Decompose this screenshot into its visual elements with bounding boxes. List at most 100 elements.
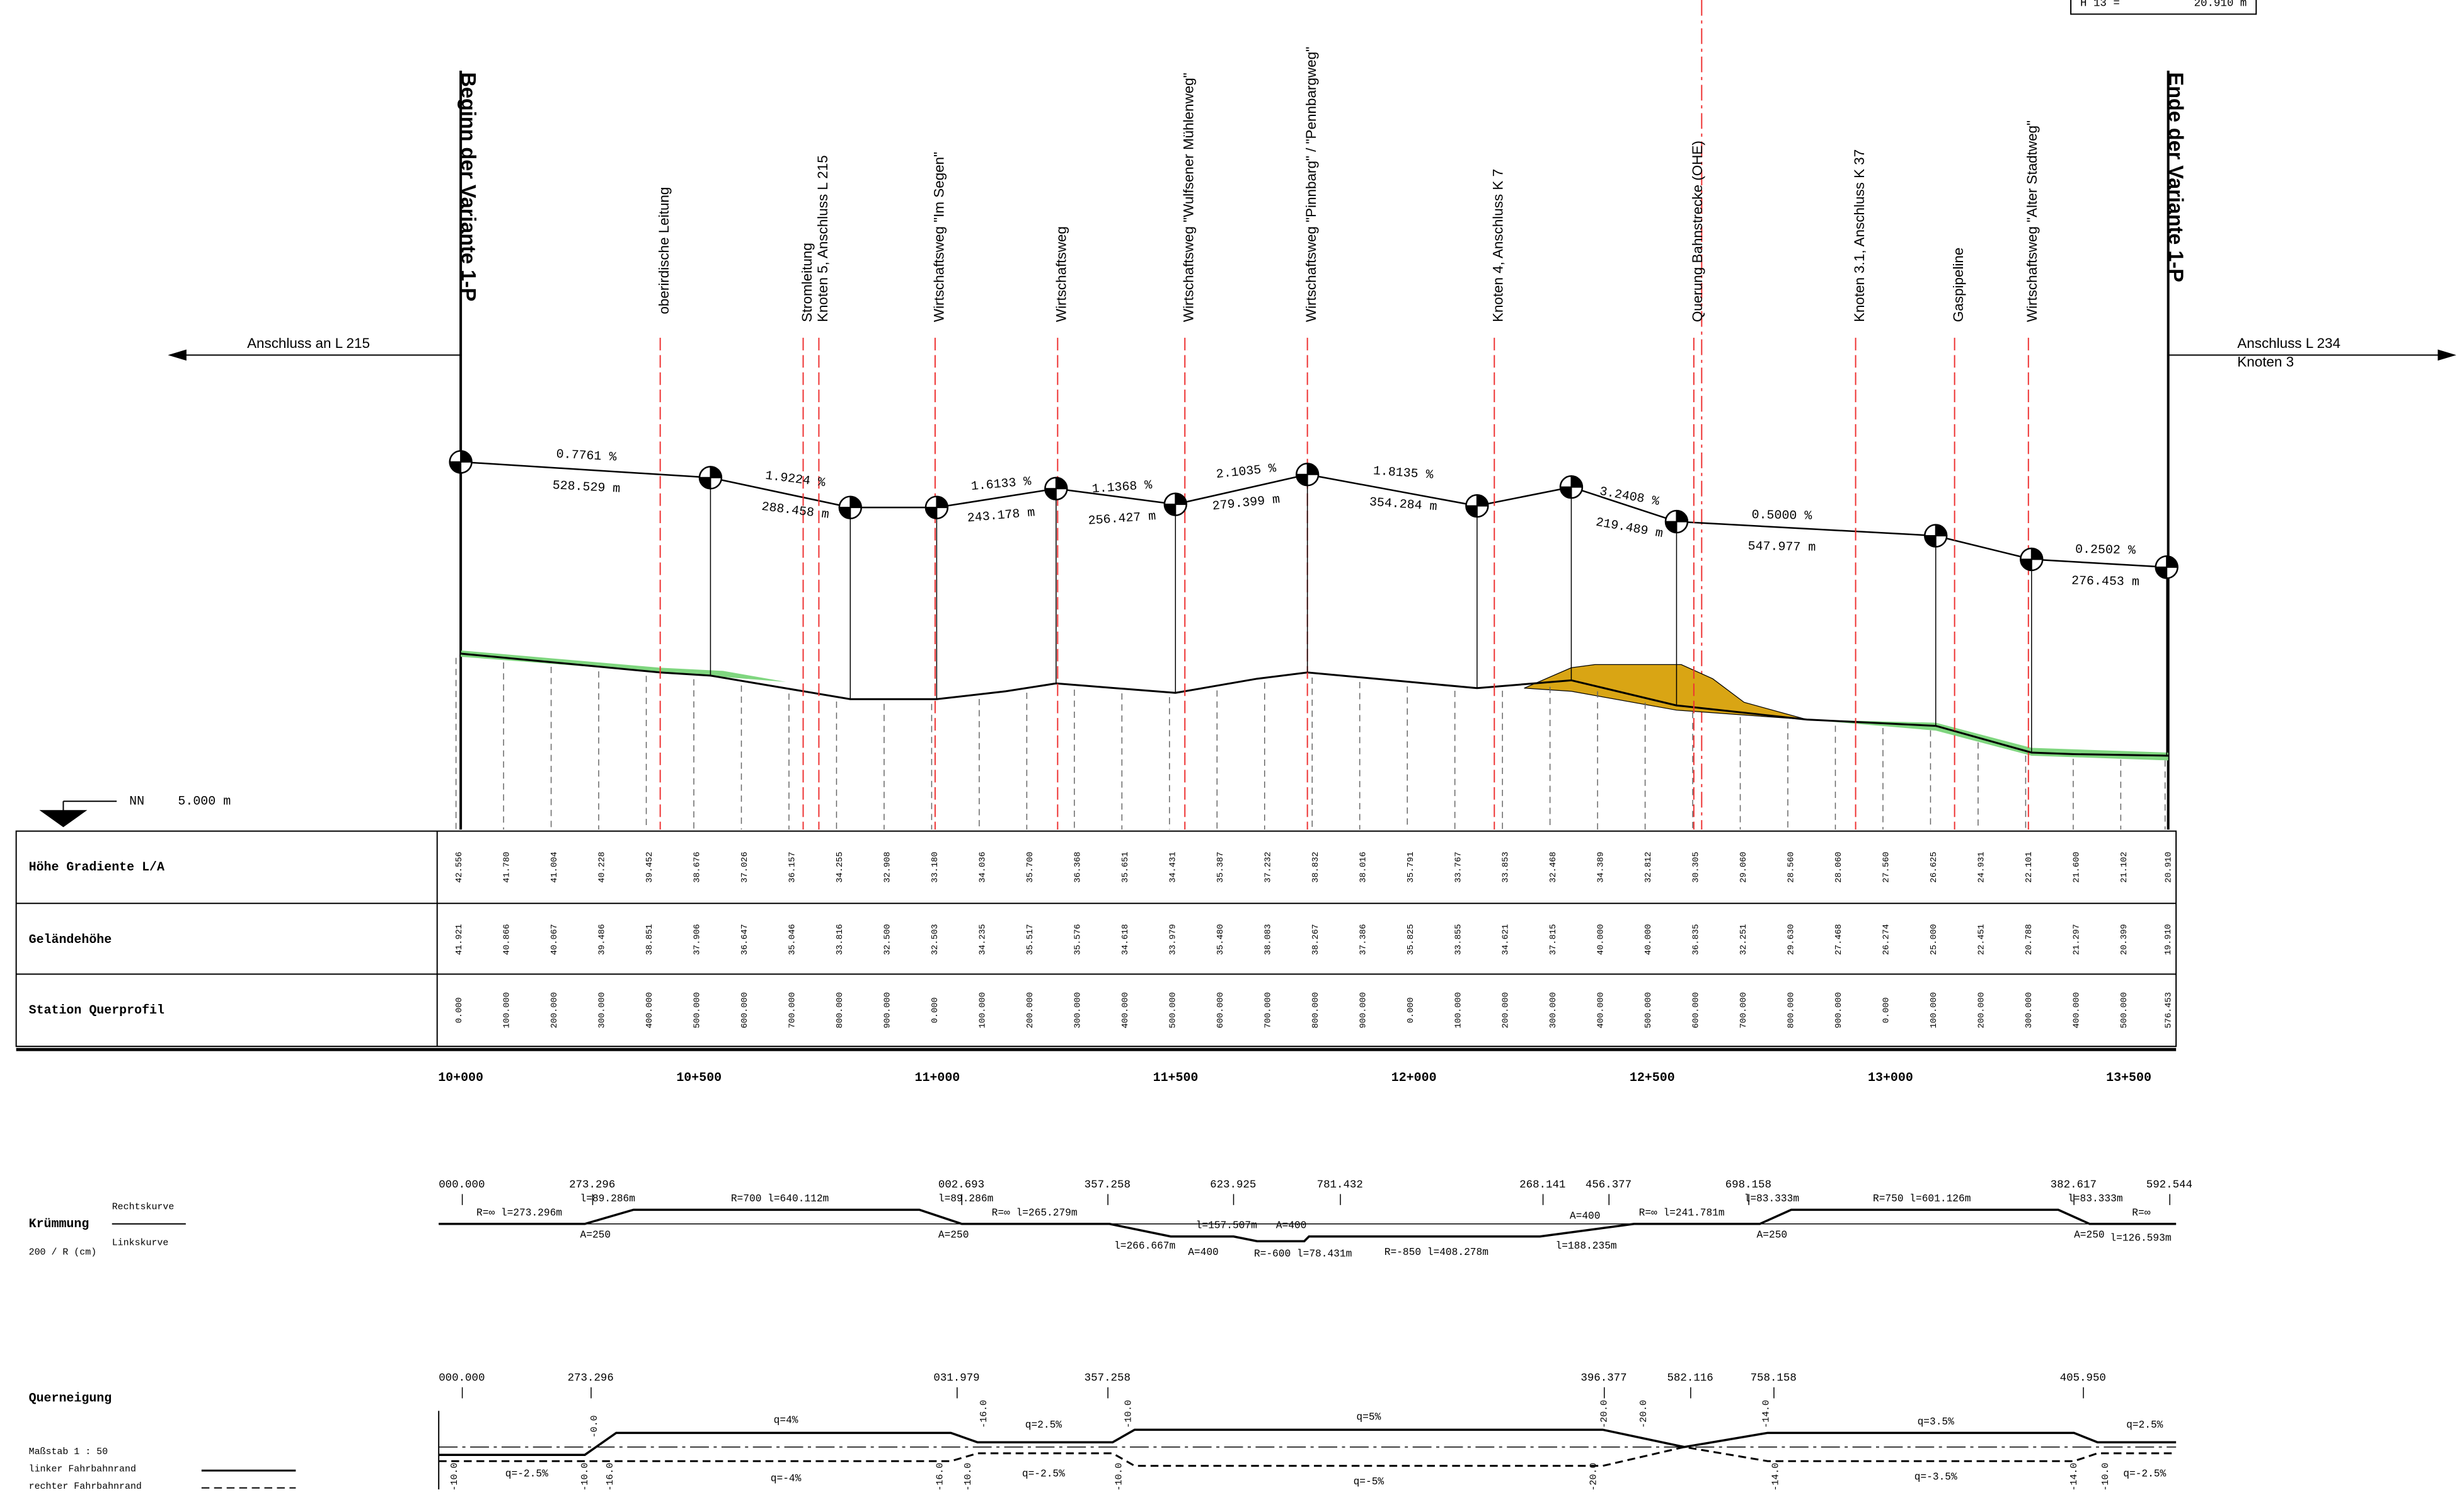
landmark-label: Wirtschaftsweg "Pinnbarg" / "Pennbargweg… bbox=[1303, 47, 1319, 322]
element-label: R=∞ l=265.279m bbox=[992, 1208, 1078, 1219]
element-label: A=400 bbox=[1276, 1220, 1307, 1232]
gradient-length: 256.427 m bbox=[1088, 509, 1156, 528]
info-label: H 13 = bbox=[2080, 0, 2120, 10]
cell-value: 0.000 bbox=[1882, 997, 1892, 1023]
edge-value: -14.0 bbox=[1761, 1400, 1771, 1428]
cell-value: 20.788 bbox=[2025, 924, 2034, 955]
chainage-label: 12+000 bbox=[1391, 1070, 1437, 1085]
station-label: 781.432 bbox=[1317, 1179, 1363, 1191]
pvi-fill bbox=[1559, 475, 1583, 499]
cell-value: 500.000 bbox=[1168, 992, 1178, 1029]
chainage-label: 13+000 bbox=[1868, 1070, 1913, 1085]
cell-value: 200.000 bbox=[550, 992, 560, 1029]
gradient-slope: 0.2502 % bbox=[2075, 542, 2136, 558]
cell-value: 27.468 bbox=[1834, 924, 1844, 955]
cell-value: 700.000 bbox=[788, 992, 798, 1029]
gradient-length: 547.977 m bbox=[1747, 539, 1816, 555]
slope-label: q=3.5% bbox=[1918, 1416, 1955, 1428]
cell-value: 100.000 bbox=[978, 992, 987, 1029]
gradient-slope: 3.2408 % bbox=[1599, 484, 1661, 509]
station-label: 268.141 bbox=[1519, 1179, 1565, 1191]
cell-value: 38.851 bbox=[645, 924, 655, 955]
cell-value: 41.780 bbox=[503, 852, 512, 882]
landmark-label: Gaspipeline bbox=[1950, 248, 1966, 322]
edge-value: -20.0 bbox=[1639, 1400, 1649, 1428]
cell-value: 100.000 bbox=[503, 992, 512, 1029]
cell-value: 35.791 bbox=[1407, 852, 1416, 882]
cell-value: 33.767 bbox=[1454, 852, 1463, 882]
cell-value: 35.651 bbox=[1121, 852, 1131, 882]
cell-value: 40.866 bbox=[503, 924, 512, 955]
cell-value: 28.060 bbox=[1834, 852, 1844, 882]
element-label: l=83.333m bbox=[1744, 1193, 1799, 1204]
station-label: 031.979 bbox=[933, 1372, 979, 1385]
cell-value: 32.500 bbox=[884, 924, 893, 955]
gradient-length: 288.458 m bbox=[761, 499, 830, 522]
cell-value: 35.576 bbox=[1073, 924, 1083, 955]
element-label: l=83.333m bbox=[2068, 1193, 2122, 1204]
gradient-length: 243.178 m bbox=[967, 505, 1035, 525]
element-label: A=250 bbox=[1757, 1230, 1788, 1241]
station-label: 273.296 bbox=[569, 1179, 615, 1191]
cell-value: 600.000 bbox=[740, 992, 750, 1029]
pvi-fill bbox=[449, 450, 473, 474]
edge-value: -20.0 bbox=[1600, 1400, 1610, 1428]
landmark-label: Knoten 3.1, Anschluss K 37 bbox=[1851, 149, 1867, 322]
element-label: R=∞ bbox=[2132, 1208, 2150, 1219]
cell-value: 500.000 bbox=[1644, 992, 1654, 1028]
gradient-slope: 1.6133 % bbox=[970, 474, 1032, 494]
cell-value: 400.000 bbox=[1121, 992, 1131, 1029]
pvi-fill bbox=[1664, 510, 1688, 534]
slope-label: q=2.5% bbox=[2126, 1419, 2163, 1431]
landmark-label: Wirtschaftsweg "Alter Stadtweg" bbox=[2024, 120, 2040, 322]
station-label: 357.258 bbox=[1085, 1179, 1131, 1191]
cell-value: 41.921 bbox=[455, 924, 464, 955]
landmark-label: Knoten 4, Anschluss K 7 bbox=[1490, 169, 1506, 322]
slope-label: q=-3.5% bbox=[1914, 1471, 1957, 1482]
cell-value: 33.979 bbox=[1168, 924, 1178, 955]
cell-value: 33.853 bbox=[1502, 852, 1511, 882]
edge-value: -10.0 bbox=[580, 1463, 590, 1491]
chainage-label: 10+500 bbox=[676, 1070, 722, 1085]
pvi-fill bbox=[698, 466, 722, 490]
cell-value: 400.000 bbox=[1597, 992, 1606, 1028]
cell-value: 32.812 bbox=[1644, 852, 1654, 882]
cell-value: 35.825 bbox=[1407, 924, 1416, 955]
section-title: Krümmung bbox=[29, 1216, 89, 1231]
cell-value: 500.000 bbox=[2120, 992, 2129, 1028]
station-label: 592.544 bbox=[2146, 1179, 2192, 1191]
element-label: A=250 bbox=[2074, 1230, 2105, 1241]
cell-value: 35.387 bbox=[1216, 852, 1226, 882]
edge-value: -0.0 bbox=[590, 1415, 600, 1438]
element-label: l=89.286m bbox=[580, 1193, 635, 1204]
legend-label: linker Fahrbahnrand bbox=[29, 1465, 136, 1475]
station-label: 273.296 bbox=[568, 1372, 614, 1385]
cell-value: 32.468 bbox=[1549, 852, 1558, 882]
cell-value: 21.600 bbox=[2072, 852, 2081, 882]
landmark-label: Stromleitung bbox=[799, 243, 815, 322]
gradient-length: 219.489 m bbox=[1595, 515, 1664, 541]
right-edge-line bbox=[439, 1446, 2177, 1467]
edge-value: -10.0 bbox=[964, 1463, 974, 1491]
slope-label: q=-2.5% bbox=[1022, 1468, 1065, 1479]
gradient-slope: 0.5000 % bbox=[1751, 507, 1812, 523]
gradient-slope: 0.7761 % bbox=[556, 447, 617, 465]
cell-value: 40.228 bbox=[598, 852, 607, 882]
cell-value: 400.000 bbox=[645, 992, 655, 1029]
cell-value: 500.000 bbox=[693, 992, 703, 1029]
cell-value: 21.102 bbox=[2120, 852, 2129, 882]
slope-label: q=-5% bbox=[1354, 1476, 1385, 1488]
cell-value: 200.000 bbox=[1502, 992, 1511, 1029]
cell-value: 38.676 bbox=[693, 852, 703, 882]
gradient-length: 279.399 m bbox=[1212, 492, 1281, 513]
landmark-label: Knoten 5, Anschluss L 215 bbox=[815, 155, 831, 322]
element-label: A=400 bbox=[1188, 1247, 1219, 1258]
cell-value: 26.274 bbox=[1882, 924, 1892, 955]
cell-value: 100.000 bbox=[1930, 992, 1939, 1028]
layout bbox=[15, 0, 2456, 1490]
slope-label: q=4% bbox=[774, 1415, 798, 1426]
cell-value: 35.700 bbox=[1026, 852, 1035, 882]
datum-value: 5.000 m bbox=[178, 794, 231, 809]
cell-value: 35.046 bbox=[788, 924, 798, 955]
cell-value: 900.000 bbox=[1359, 992, 1368, 1029]
